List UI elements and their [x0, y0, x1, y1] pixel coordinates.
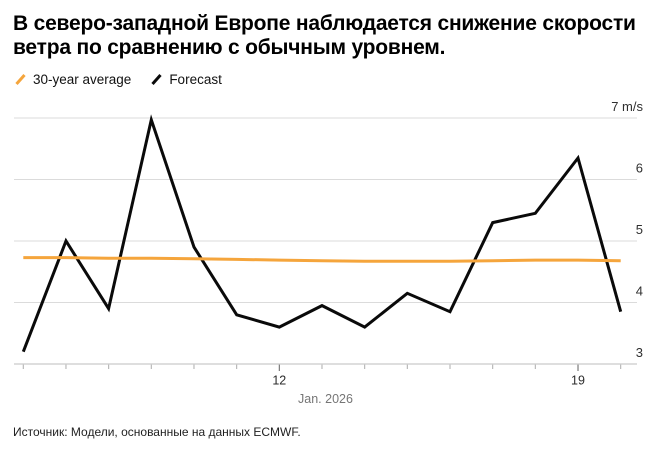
x-tick-label-19: 19: [571, 374, 585, 388]
y-tick-label-5: 5: [636, 222, 643, 237]
average-slash-icon: [15, 74, 26, 85]
chart-title-line2: ветра по сравнению с обычным уровнем.: [13, 35, 446, 59]
forecast-slash-icon: [151, 74, 162, 85]
chart-legend: 30-year average Forecast: [14, 72, 222, 87]
y-tick-label-6: 6: [636, 161, 643, 176]
legend-item-forecast: Forecast: [150, 72, 222, 87]
x-axis-caption: Jan. 2026: [298, 392, 353, 406]
y-tick-label-4: 4: [636, 284, 643, 299]
chart-title-line1: В северо-западной Европе наблюдается сни…: [13, 12, 636, 35]
legend-label-forecast: Forecast: [169, 72, 222, 87]
y-tick-label-7: 7 m/s: [611, 99, 643, 114]
legend-item-30-year-average: 30-year average: [14, 72, 131, 87]
x-tick-label-12: 12: [272, 374, 286, 388]
source-note: Источник: Модели, основанные на данных E…: [13, 425, 301, 439]
legend-label-average: 30-year average: [33, 72, 132, 87]
y-tick-label-3: 3: [636, 345, 643, 360]
series-line-forecast: [21, 114, 623, 353]
chart-title: В северо-западной Европе наблюдается сни…: [13, 12, 636, 59]
series-line-30-year-average: [23, 256, 621, 263]
